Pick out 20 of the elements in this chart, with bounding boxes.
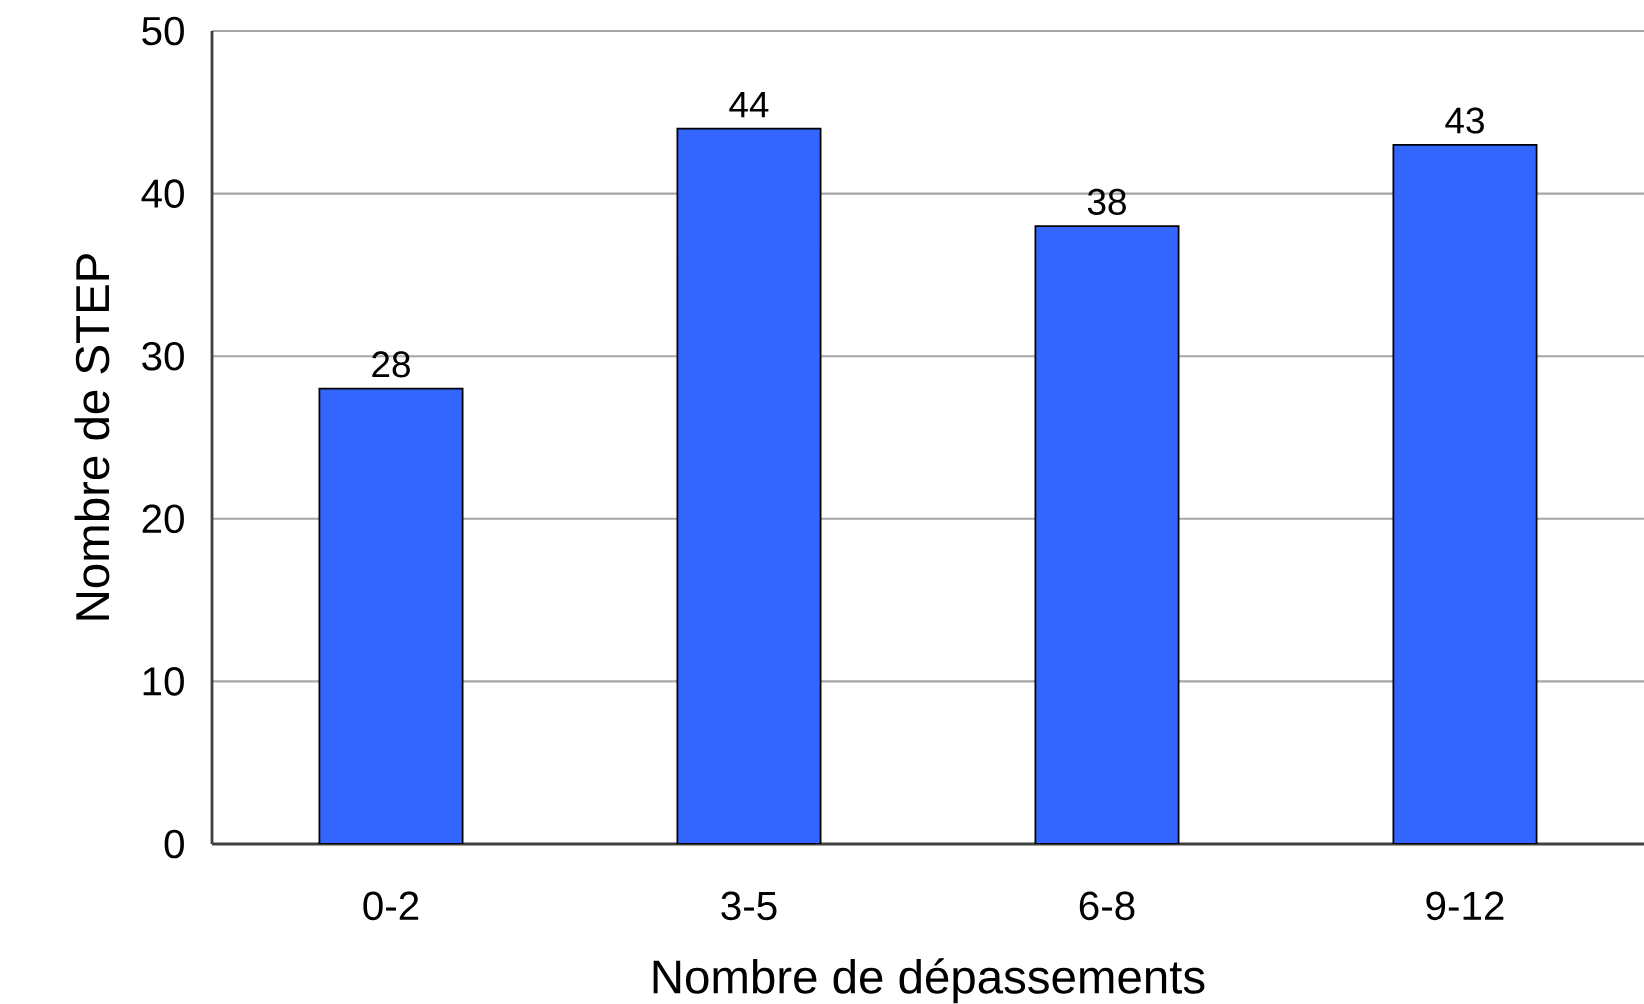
y-tick-label: 10 [143, 667, 184, 696]
bar [318, 387, 464, 844]
y-tick-label: 50 [142, 16, 184, 46]
x-tick-label: 6-8 [1079, 891, 1135, 921]
x-tick-label: 0-2 [363, 891, 419, 921]
data-label: 43 [1445, 107, 1484, 134]
y-axis-title: Nombre de STEP [74, 254, 110, 620]
y-tick-label: 40 [141, 179, 184, 208]
bar [1392, 143, 1538, 844]
y-tick-label: 30 [142, 341, 184, 371]
data-label: 44 [729, 91, 769, 118]
data-label: 28 [372, 351, 410, 378]
data-label: 38 [1087, 188, 1126, 215]
x-axis-title: Nombre de dépassements [653, 958, 1205, 1004]
x-tick-label: 9-12 [1426, 891, 1504, 921]
y-tick-label: 20 [142, 504, 184, 534]
x-tick-label: 3-5 [721, 891, 777, 921]
y-tick-label: 0 [164, 829, 184, 859]
bar [1034, 225, 1180, 844]
bar [676, 127, 822, 844]
